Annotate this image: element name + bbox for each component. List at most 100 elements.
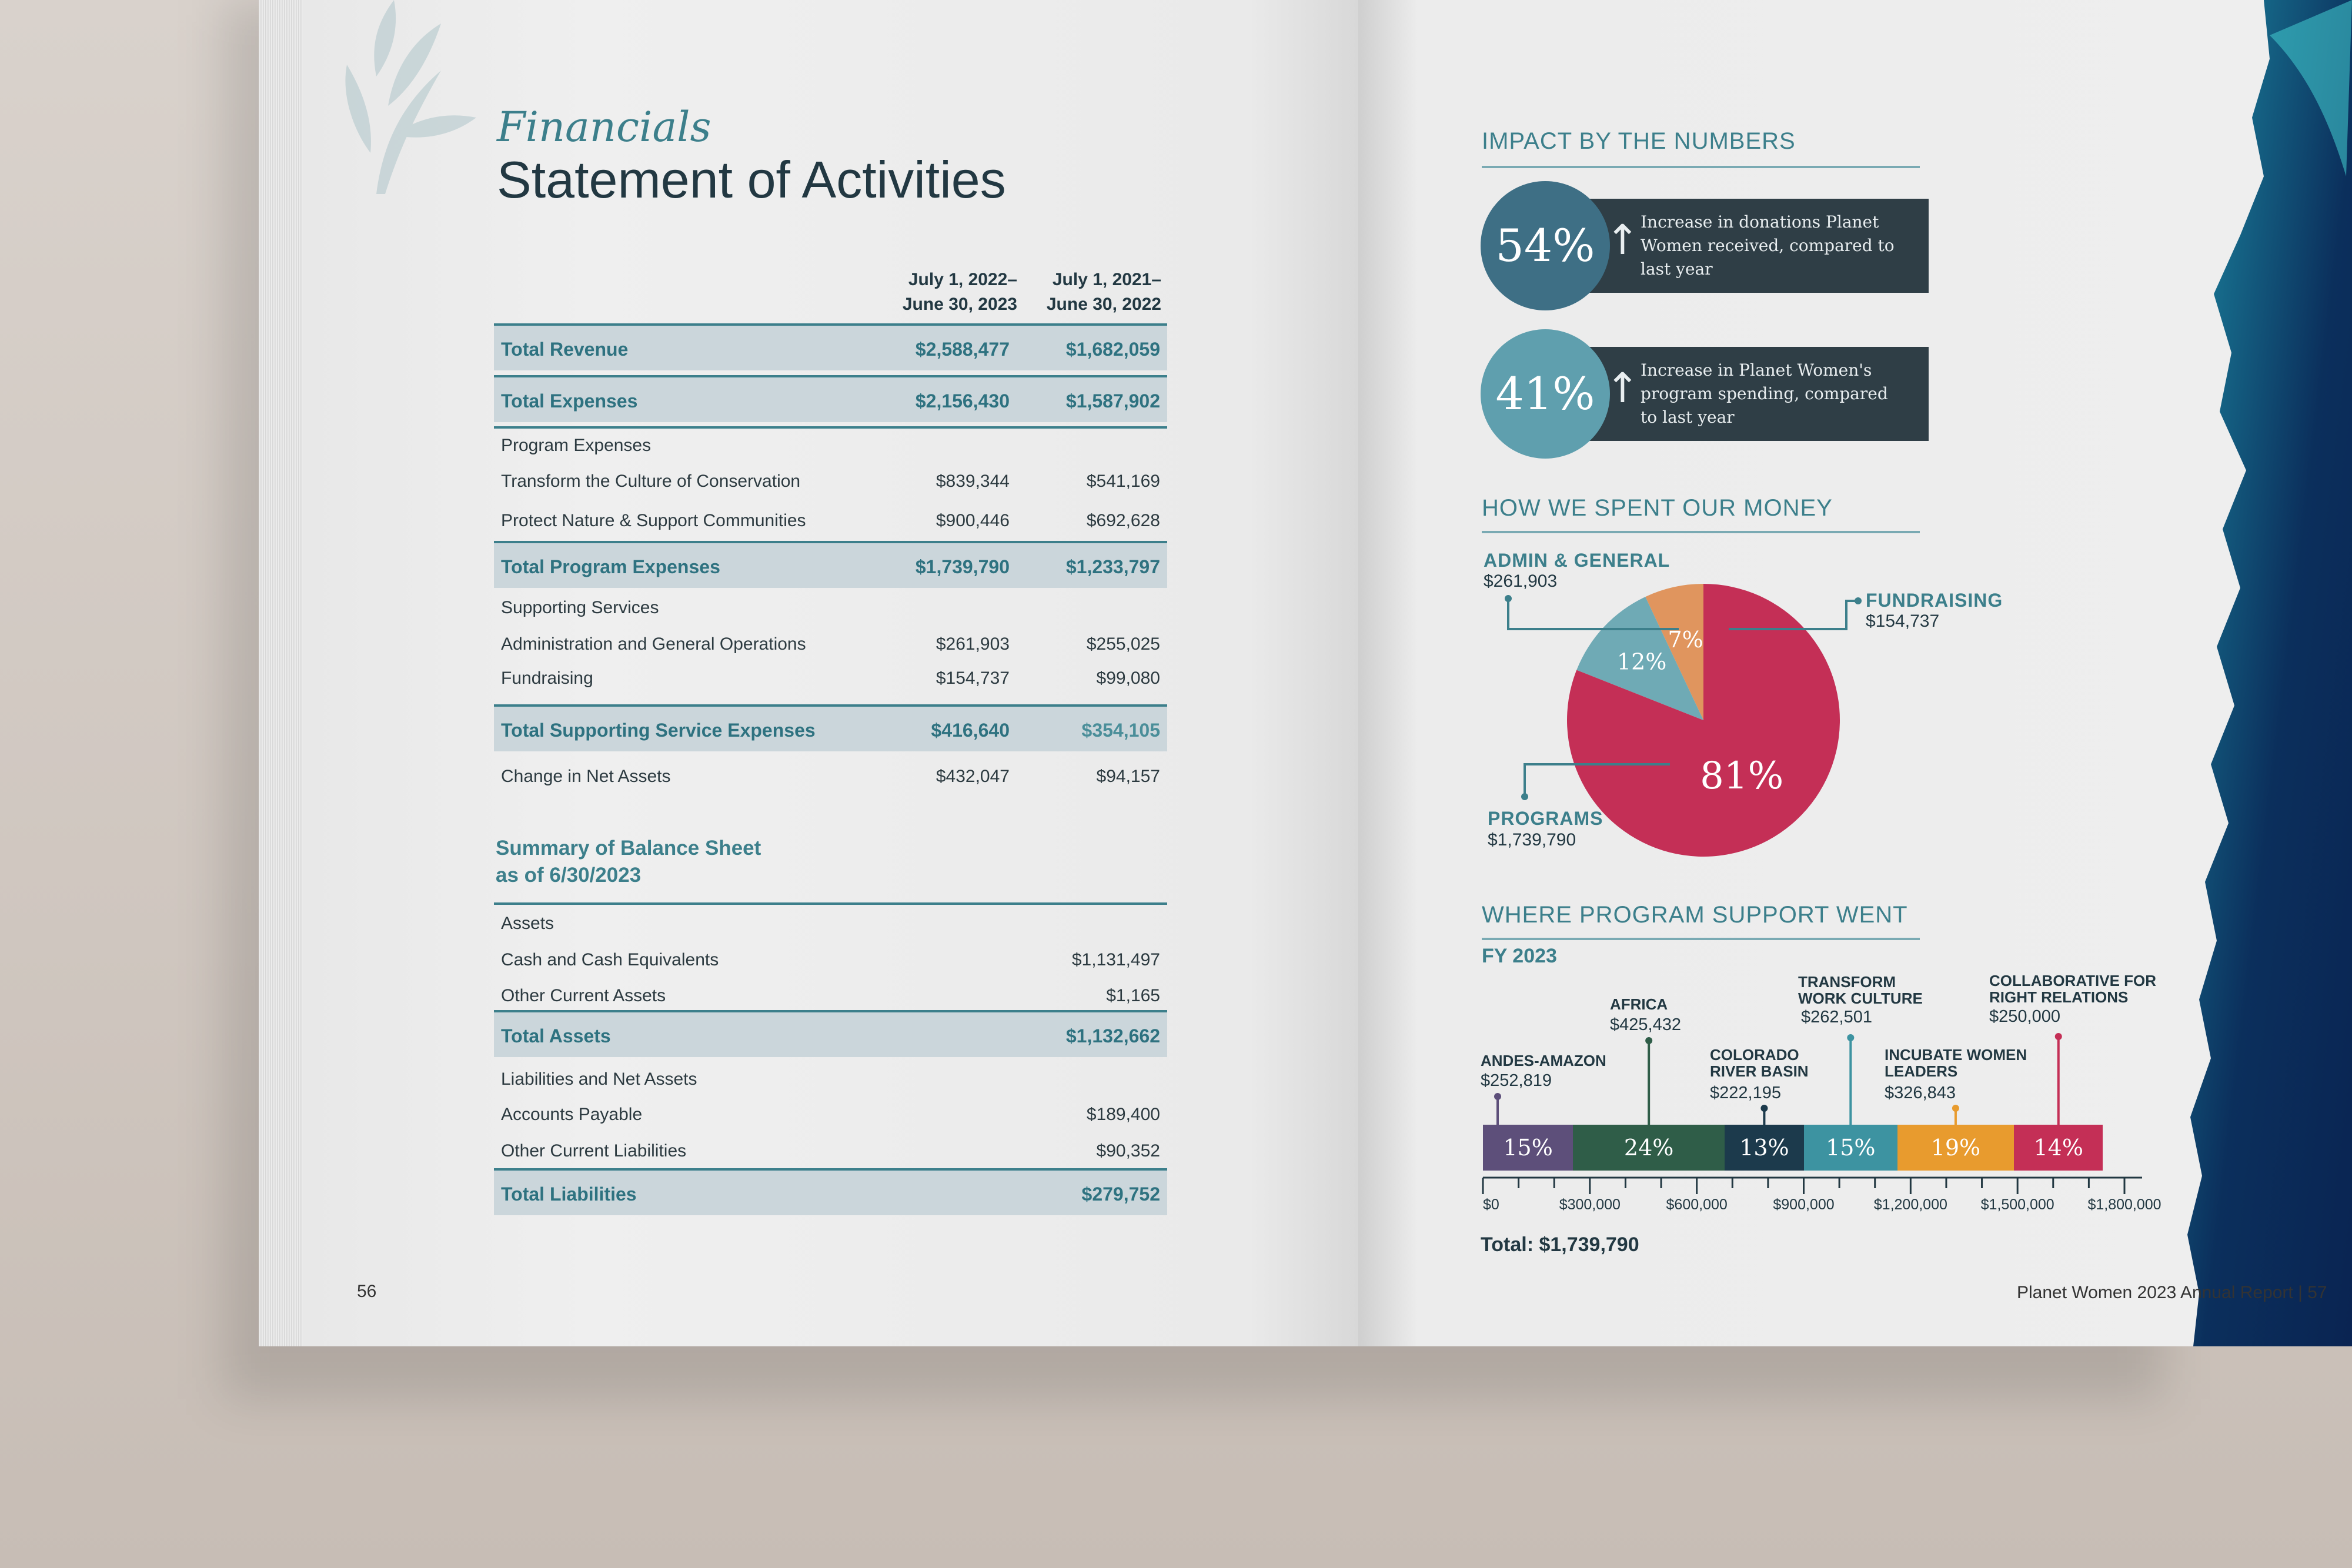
up-arrow-icon: ↑ bbox=[1605, 216, 1640, 264]
row-label: Other Current Liabilities bbox=[501, 1141, 687, 1161]
row-value-2023: $1,739,790 bbox=[915, 556, 1010, 577]
row-label: Cash and Cash Equivalents bbox=[501, 950, 719, 969]
stat-text: Increase in Planet Women's program spend… bbox=[1641, 360, 1888, 427]
row-label: Administration and General Operations bbox=[501, 634, 806, 654]
table-row: Total Liabilities $279,752 bbox=[494, 1168, 1167, 1215]
row-value-2023: $432,047 bbox=[936, 767, 1010, 786]
table-row: Cash and Cash Equivalents $1,131,497 bbox=[494, 942, 1167, 977]
pie-percent-label: 81% bbox=[1700, 754, 1783, 798]
x-axis-tick-label: $900,000 bbox=[1773, 1196, 1835, 1213]
pie-label-programs: PROGRAMS bbox=[1488, 808, 1603, 829]
column-header-2022: July 1, 2021– June 30, 2022 bbox=[1020, 268, 1161, 317]
table-row: Total Revenue $2,588,477 $1,682,059 bbox=[494, 323, 1167, 370]
x-axis-tick-label: $600,000 bbox=[1666, 1196, 1728, 1213]
table-row: Other Current Liabilities $90,352 bbox=[494, 1133, 1167, 1168]
pie-leader-dot bbox=[1521, 793, 1528, 800]
row-label: Change in Net Assets bbox=[501, 767, 671, 786]
stat-banner-donations: ↑ Increase in donations Planet Women rec… bbox=[1564, 199, 1929, 293]
pie-amount-programs: $1,739,790 bbox=[1488, 830, 1576, 850]
pie-chart: 81% 12%7% bbox=[1505, 584, 1862, 857]
pie-amount-fundraising: $154,737 bbox=[1866, 611, 1940, 631]
x-axis-tick-label: $1,200,000 bbox=[1873, 1196, 1947, 1213]
segment-incubate: 19% bbox=[1897, 1125, 2014, 1171]
balance-sheet-title: Summary of Balance Sheet as of 6/30/2023 bbox=[496, 835, 761, 889]
table-row: Total Supporting Service Expenses $416,6… bbox=[494, 704, 1167, 751]
row-value: $1,165 bbox=[1106, 986, 1160, 1005]
x-axis-tick-label: $300,000 bbox=[1559, 1196, 1621, 1213]
region-amount-colorado: $222,195 bbox=[1710, 1084, 1781, 1102]
row-value: $90,352 bbox=[1096, 1141, 1160, 1161]
x-axis-tick-label: $0 bbox=[1483, 1196, 1499, 1213]
row-label: Total Expenses bbox=[501, 390, 638, 412]
table-row: Administration and General Operations $2… bbox=[494, 626, 1167, 661]
pie-leader-programs bbox=[1524, 763, 1670, 797]
column-header-line: June 30, 2022 bbox=[1046, 295, 1161, 314]
segment-leader-dot bbox=[1952, 1105, 1959, 1112]
leaf-decoration-icon bbox=[345, 0, 476, 194]
table-row: Transform the Culture of Conservation $8… bbox=[494, 463, 1167, 499]
impact-title-rule bbox=[1482, 166, 1920, 168]
row-value-2023: $416,640 bbox=[931, 720, 1010, 741]
table-row: Change in Net Assets $432,047 $94,157 bbox=[494, 758, 1167, 794]
page-footer-right: Planet Women 2023 Annual Report | 57 bbox=[2017, 1283, 2327, 1302]
region-label-africa: AFRICA bbox=[1610, 995, 1668, 1013]
row-label: Supporting Services bbox=[501, 598, 659, 617]
segment-leader-dot bbox=[2054, 1033, 2062, 1040]
program-title: WHERE PROGRAM SUPPORT WENT bbox=[1482, 902, 1908, 928]
row-value-2022: $255,025 bbox=[1086, 634, 1160, 654]
row-value-2022: $99,080 bbox=[1096, 668, 1160, 688]
row-label: Program Expenses bbox=[501, 436, 652, 455]
row-value-2023: $839,344 bbox=[936, 472, 1010, 491]
column-header-2023: July 1, 2022– June 30, 2023 bbox=[870, 268, 1017, 317]
row-value-2022: $1,682,059 bbox=[1065, 339, 1160, 360]
row-label: Other Current Assets bbox=[501, 986, 666, 1005]
pie-amount-admin: $261,903 bbox=[1484, 571, 1558, 591]
page-edges bbox=[259, 0, 303, 1346]
pie-leader-dot bbox=[1855, 597, 1862, 604]
pie-leader-dot bbox=[1505, 595, 1512, 602]
row-label: Accounts Payable bbox=[501, 1105, 643, 1124]
row-value-2022: $354,105 bbox=[1081, 720, 1160, 741]
region-label-colorado: COLORADO RIVER BASIN bbox=[1710, 1046, 1809, 1080]
segment-colorado: 13% bbox=[1725, 1125, 1804, 1171]
region-label-andes: ANDES-AMAZON bbox=[1481, 1052, 1606, 1069]
row-value-2022: $94,157 bbox=[1096, 767, 1160, 786]
row-value-2023: $2,156,430 bbox=[915, 390, 1010, 412]
row-value-2022: $541,169 bbox=[1086, 472, 1160, 491]
divider bbox=[494, 902, 1167, 905]
region-amount-transform: $262,501 bbox=[1801, 1008, 1872, 1027]
row-label: Total Supporting Service Expenses bbox=[501, 720, 816, 741]
pie-leader-fundraising bbox=[1729, 600, 1858, 630]
segment-transform: 15% bbox=[1803, 1125, 1897, 1171]
row-value: $1,131,497 bbox=[1071, 950, 1160, 969]
x-axis-tick-label: $1,800,000 bbox=[2087, 1196, 2161, 1213]
pie-slice-admin bbox=[1576, 597, 1703, 720]
table-row: Other Current Assets $1,165 bbox=[494, 978, 1167, 1013]
region-label-collaborative: COLLABORATIVE FOR RIGHT RELATIONS bbox=[1989, 972, 2157, 1006]
table-row: Assets bbox=[494, 905, 1167, 941]
row-label: Total Revenue bbox=[501, 339, 629, 360]
column-header-line: June 30, 2023 bbox=[902, 295, 1017, 314]
column-header-line: July 1, 2021– bbox=[1052, 270, 1161, 289]
row-label: Fundraising bbox=[501, 668, 593, 688]
row-label: Transform the Culture of Conservation bbox=[501, 472, 801, 491]
program-title-rule bbox=[1482, 938, 1920, 940]
x-axis-tick-label: $1,500,000 bbox=[1980, 1196, 2054, 1213]
row-label: Total Assets bbox=[501, 1025, 611, 1047]
row-value: $279,752 bbox=[1081, 1183, 1160, 1205]
pie-percent-label: 12% bbox=[1617, 649, 1666, 675]
segment-leader-dot bbox=[1847, 1034, 1855, 1041]
balance-title-line: as of 6/30/2023 bbox=[496, 864, 642, 887]
row-value-2023: $154,737 bbox=[936, 668, 1010, 688]
row-value-2022: $1,233,797 bbox=[1065, 556, 1160, 577]
pie-percent-label: 7% bbox=[1668, 627, 1703, 653]
region-label-incubate: INCUBATE WOMEN LEADERS bbox=[1885, 1046, 2027, 1080]
column-header-line: July 1, 2022– bbox=[908, 270, 1017, 289]
pie-slice-programs bbox=[1567, 584, 1840, 857]
row-value-2023: $900,446 bbox=[936, 511, 1010, 530]
page-number-left: 56 bbox=[357, 1282, 377, 1301]
table-row: Total Expenses $2,156,430 $1,587,902 bbox=[494, 375, 1167, 422]
program-total: Total: $1,739,790 bbox=[1481, 1233, 1639, 1256]
pie-leader-admin bbox=[1507, 599, 1679, 630]
pie-label-fundraising: FUNDRAISING bbox=[1866, 590, 2003, 611]
